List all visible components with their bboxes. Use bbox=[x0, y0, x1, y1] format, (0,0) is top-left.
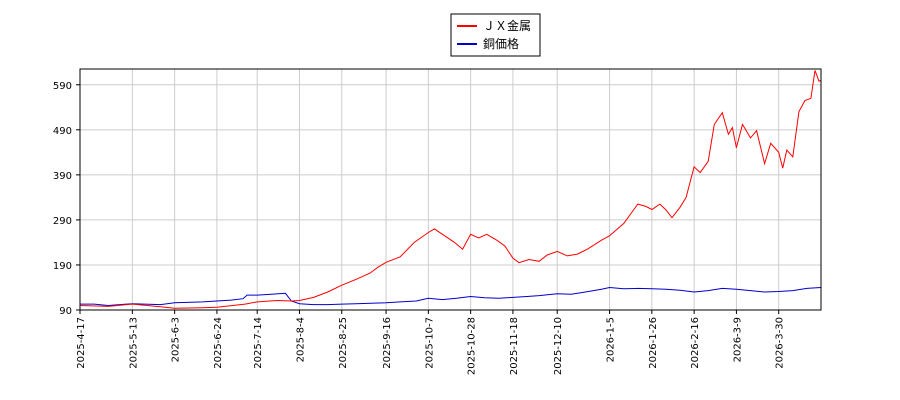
x-tick-label: 2025-8-25 bbox=[338, 317, 349, 369]
y-tick-label: 390 bbox=[53, 171, 72, 182]
legend-label: 銅価格 bbox=[483, 36, 519, 51]
legend-label: ＪＸ金属 bbox=[483, 18, 531, 33]
x-tick-label: 2025-6-3 bbox=[171, 317, 182, 362]
x-tick-label: 2026-2-16 bbox=[690, 317, 701, 369]
y-tick-label: 490 bbox=[53, 126, 72, 137]
x-axis-ticks: 2025-4-17 2025-5-13 2025-6-3 2025-6-24 2025-… bbox=[76, 310, 786, 375]
x-tick-label: 2025-8-4 bbox=[295, 317, 306, 362]
y-tick-label: 290 bbox=[53, 216, 72, 227]
x-tick-label: 2026-1-26 bbox=[648, 317, 659, 369]
x-tick-label: 2026-3-9 bbox=[732, 317, 743, 362]
series-line bbox=[79, 70, 822, 309]
y-tick-label: 90 bbox=[59, 306, 72, 317]
series-layer bbox=[79, 70, 822, 309]
y-tick-label: 190 bbox=[53, 261, 72, 272]
x-tick-label: 2025-12-10 bbox=[553, 317, 564, 375]
y-axis-ticks: 90 190 290 390 490 590 bbox=[53, 81, 80, 317]
y-tick-label: 590 bbox=[53, 81, 72, 92]
x-tick-label: 2025-6-24 bbox=[213, 317, 224, 369]
plot-frame bbox=[79, 68, 822, 311]
x-tick-label: 2025-10-7 bbox=[424, 317, 435, 369]
series-line bbox=[80, 286, 822, 307]
x-tick-label: 2025-11-18 bbox=[509, 317, 520, 375]
grid-lines bbox=[79, 69, 821, 311]
x-tick-label: 2026-3-30 bbox=[775, 317, 786, 369]
x-tick-label: 2025-7-14 bbox=[253, 317, 264, 369]
x-tick-label: 2026-1-5 bbox=[606, 317, 617, 362]
x-tick-label: 2025-5-13 bbox=[128, 317, 139, 369]
legend-box bbox=[450, 13, 541, 57]
axes bbox=[79, 68, 822, 311]
x-tick-label: 2025-10-28 bbox=[467, 317, 478, 375]
x-tick-label: 2025-9-16 bbox=[382, 317, 393, 369]
x-tick-label: 2025-4-17 bbox=[76, 317, 87, 369]
